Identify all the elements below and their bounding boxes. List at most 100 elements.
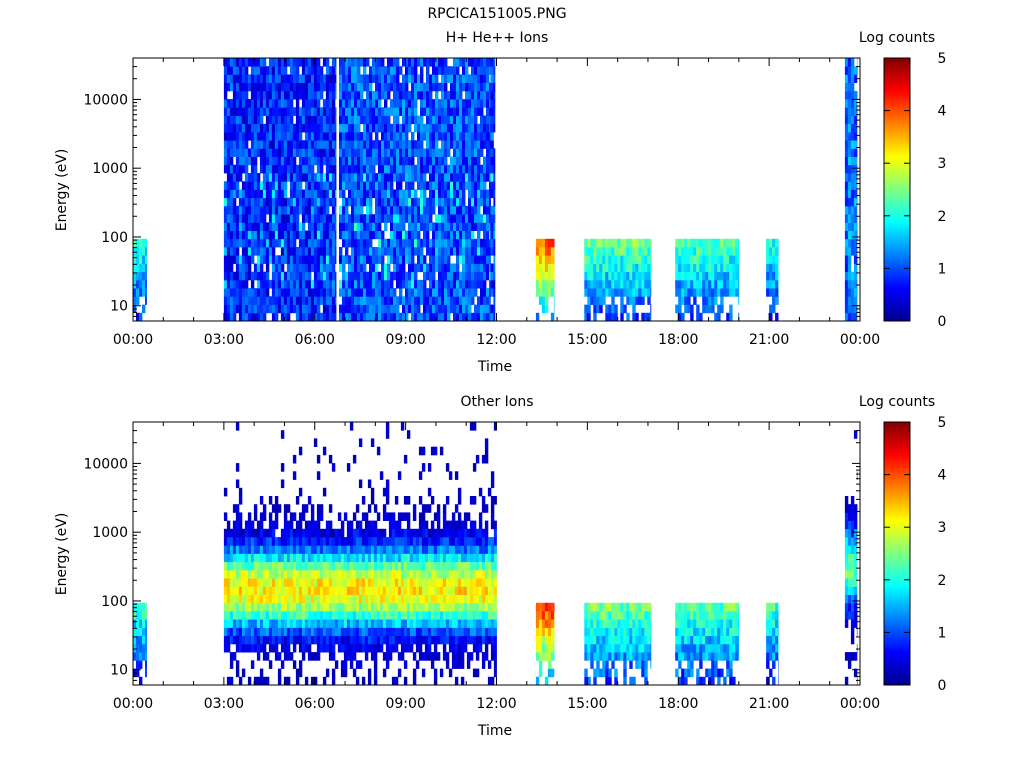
spectrogram-cell <box>334 247 337 256</box>
spectrogram-cell <box>241 140 246 149</box>
spectrogram-cell <box>363 279 367 289</box>
spectrogram-cell <box>372 115 376 125</box>
spectrogram-cell <box>429 173 433 182</box>
spectrogram-cell <box>369 115 373 125</box>
spectrogram-cell <box>247 214 252 223</box>
spectrogram-cell <box>310 90 315 100</box>
spectrogram-cell <box>435 90 439 100</box>
spectrogram-cell <box>354 312 358 322</box>
spectrogram-cell <box>381 58 385 67</box>
spectrogram-cell <box>444 238 448 248</box>
spectrogram-cell <box>304 643 309 653</box>
spectrogram-cell <box>274 553 279 563</box>
spectrogram-cell <box>726 279 730 289</box>
spectrogram-cell <box>289 602 294 612</box>
spectrogram-cell <box>638 279 642 289</box>
spectrogram-cell <box>408 164 412 174</box>
spectrogram-cell <box>292 156 297 166</box>
spectrogram-cell <box>394 545 399 554</box>
spectrogram-cell <box>256 611 261 620</box>
spectrogram-cell <box>415 611 420 620</box>
spectrogram-cell <box>298 74 303 83</box>
spectrogram-cell <box>480 173 484 182</box>
spectrogram-cell <box>375 156 379 166</box>
spectrogram-cell <box>232 58 237 67</box>
spectrogram-cell <box>375 312 379 322</box>
spectrogram-cell <box>351 247 355 256</box>
spectrogram-cell <box>351 288 355 297</box>
spectrogram-cell <box>438 99 442 108</box>
spectrogram-cell <box>474 214 478 223</box>
spectrogram-cell <box>277 164 282 174</box>
spectrogram-cell <box>391 545 396 554</box>
spectrogram-cell <box>348 230 352 240</box>
spectrogram-cell <box>393 173 397 182</box>
spectrogram-cell <box>328 643 333 653</box>
spectrogram-cell <box>690 247 694 256</box>
spectrogram-cell <box>391 561 396 571</box>
spectrogram-cell <box>364 578 369 587</box>
spectrogram-cell <box>387 148 391 157</box>
spectrogram-cell <box>447 263 451 273</box>
spectrogram-cell <box>632 263 636 273</box>
spectrogram-cell <box>322 537 327 546</box>
spectrogram-cell <box>223 643 228 653</box>
spectrogram-cell <box>405 99 409 108</box>
spectrogram-cell <box>442 643 447 653</box>
spectrogram-cell <box>328 635 333 645</box>
spectrogram-cell <box>331 643 336 653</box>
spectrogram-cell <box>304 619 309 628</box>
spectrogram-cell <box>229 156 234 166</box>
spectrogram-cell <box>325 561 330 571</box>
spectrogram-cell <box>244 561 249 571</box>
spectrogram-cell <box>444 74 448 83</box>
spectrogram-cell <box>474 205 478 215</box>
spectrogram-cell <box>295 247 300 256</box>
spectrogram-cell <box>372 222 376 231</box>
spectrogram-cell <box>684 288 688 297</box>
spectrogram-cell <box>289 222 294 231</box>
spectrogram-cell <box>349 627 354 637</box>
spectrogram-cell <box>417 263 421 273</box>
spectrogram-cell <box>444 115 448 125</box>
spectrogram-cell <box>412 504 417 513</box>
spectrogram-cell <box>367 537 372 546</box>
spectrogram-cell <box>241 537 246 546</box>
spectrogram-cell <box>486 238 490 248</box>
spectrogram-cell <box>429 148 433 157</box>
spectrogram-cell <box>133 271 137 281</box>
spectrogram-cell <box>363 107 367 116</box>
spectrogram-cell <box>623 255 627 264</box>
spectrogram-cell <box>313 99 318 108</box>
spectrogram-cell <box>372 271 376 281</box>
spectrogram-cell <box>429 90 433 100</box>
spectrogram-cell <box>351 99 355 108</box>
spectrogram-cell <box>593 247 597 256</box>
spectrogram-cell <box>406 586 411 595</box>
spectrogram-cell <box>259 140 264 149</box>
spectrogram-cell <box>421 446 426 456</box>
spectrogram-cell <box>373 578 378 587</box>
spectrogram-cell <box>348 156 352 166</box>
spectrogram-cell <box>372 247 376 256</box>
spectrogram-cell <box>420 140 424 149</box>
spectrogram-cell <box>360 189 364 199</box>
spectrogram-cell <box>340 611 345 620</box>
spectrogram-cell <box>357 115 361 125</box>
spectrogram-cell <box>423 132 427 141</box>
spectrogram-cell <box>247 635 252 645</box>
spectrogram-cell <box>541 255 546 264</box>
spectrogram-cell <box>847 312 852 322</box>
spectrogram-cell <box>328 578 333 587</box>
spectrogram-cell <box>406 512 411 521</box>
spectrogram-cell <box>307 627 312 637</box>
spectrogram-cell <box>256 635 261 645</box>
spectrogram-cell <box>280 214 285 223</box>
spectrogram-cell <box>544 238 549 248</box>
spectrogram-cell <box>384 115 388 125</box>
spectrogram-cell <box>250 115 255 125</box>
spectrogram-cell <box>340 537 345 546</box>
spectrogram-cell <box>331 288 336 297</box>
spectrogram-cell <box>468 132 472 141</box>
spectrogram-cell <box>414 115 418 125</box>
